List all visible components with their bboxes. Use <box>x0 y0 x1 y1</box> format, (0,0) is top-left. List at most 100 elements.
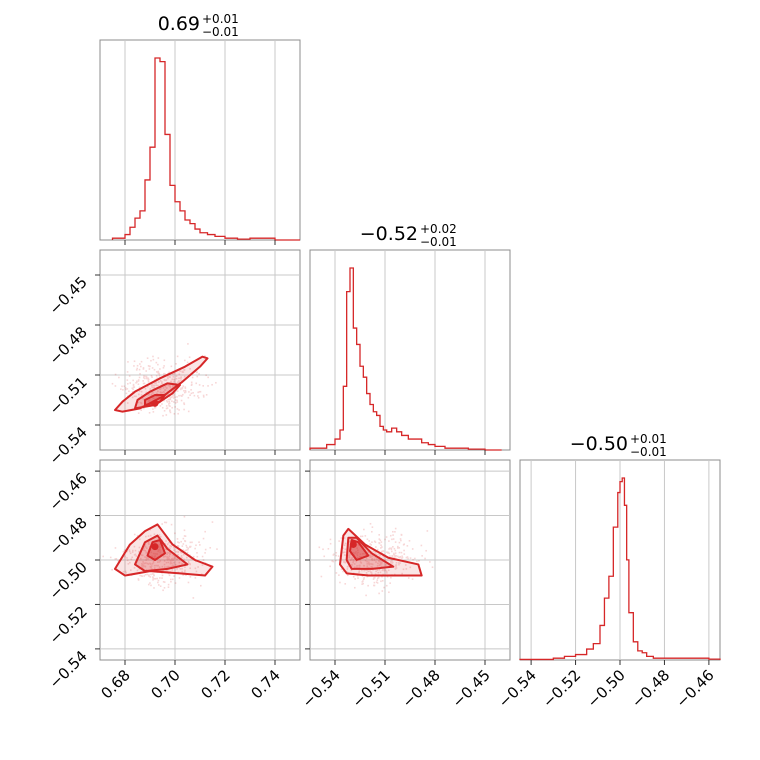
sample-point <box>199 584 202 587</box>
sample-point <box>167 558 170 561</box>
sample-point <box>393 554 396 557</box>
sample-point <box>135 555 138 557</box>
sample-point <box>161 523 163 525</box>
sample-point <box>147 380 150 383</box>
sample-point <box>169 386 171 388</box>
sample-point <box>346 565 349 568</box>
sample-point <box>403 549 405 552</box>
sample-point <box>187 548 189 551</box>
sample-point <box>373 540 376 543</box>
sample-point <box>173 394 175 397</box>
sample-point <box>181 557 183 559</box>
sample-point <box>179 370 181 372</box>
sample-point <box>172 384 174 387</box>
sample-point <box>335 559 337 562</box>
sample-point <box>151 384 153 387</box>
sample-point <box>168 384 170 387</box>
sample-point <box>126 559 129 562</box>
sample-point <box>403 543 406 546</box>
title-param-2-minus: −0.01 <box>630 445 667 459</box>
sample-point <box>149 576 152 578</box>
sample-point <box>397 562 400 564</box>
sample-point <box>155 371 158 373</box>
sample-point <box>390 576 392 579</box>
sample-point <box>335 554 337 557</box>
sample-point <box>331 560 334 562</box>
sample-point <box>389 534 392 537</box>
sample-point <box>183 402 185 404</box>
sample-point <box>400 533 403 536</box>
sample-point <box>358 566 361 569</box>
sample-point <box>165 540 167 542</box>
sample-point <box>159 546 162 548</box>
sample-point <box>178 394 180 397</box>
sample-point <box>322 548 324 551</box>
sample-point <box>369 554 371 556</box>
sample-point <box>368 561 370 563</box>
sample-point <box>207 376 209 379</box>
sample-point <box>157 381 160 383</box>
sample-point <box>177 550 179 553</box>
sample-point <box>152 576 154 578</box>
sample-point <box>151 563 154 565</box>
sample-point <box>157 548 160 551</box>
sample-point <box>148 412 151 414</box>
sample-point <box>180 394 182 397</box>
sample-point <box>151 396 154 399</box>
contour-line-1 <box>134 534 189 573</box>
sample-point <box>411 548 414 550</box>
sample-point <box>183 535 186 537</box>
sample-point <box>154 382 156 385</box>
sample-point <box>156 377 158 380</box>
sample-point <box>161 574 164 577</box>
sample-point <box>155 564 157 567</box>
sample-point <box>373 576 376 579</box>
sample-point <box>153 533 156 536</box>
sample-point <box>127 563 130 565</box>
sample-point <box>374 541 377 544</box>
sample-point <box>168 400 170 403</box>
sample-point <box>174 402 177 404</box>
sample-point <box>157 357 160 359</box>
sample-point <box>138 386 141 389</box>
sample-point <box>398 541 401 544</box>
sample-point <box>348 556 351 558</box>
sample-point <box>335 572 338 574</box>
sample-point <box>139 574 141 577</box>
sample-point <box>132 549 134 552</box>
sample-point <box>385 570 388 573</box>
sample-point <box>183 369 185 371</box>
sample-point <box>394 567 397 570</box>
sample-point <box>184 540 187 543</box>
title-param-1-plus: +0.02 <box>420 222 457 236</box>
sample-point <box>163 372 165 375</box>
sample-point <box>421 555 423 557</box>
sample-point <box>149 388 152 390</box>
sample-point <box>170 580 172 583</box>
sample-point <box>163 392 166 394</box>
sample-point <box>351 557 353 559</box>
sample-point <box>157 363 159 366</box>
sample-point <box>164 379 166 382</box>
sample-point <box>405 556 408 559</box>
sample-point <box>159 549 161 551</box>
sample-point <box>414 557 416 560</box>
sample-point <box>136 380 138 383</box>
panel-joint-0-1 <box>99 249 301 451</box>
sample-point <box>147 542 150 545</box>
title-param-0: 0.69 <box>158 13 200 35</box>
sample-point <box>155 381 157 384</box>
sample-point <box>371 563 374 566</box>
sample-point <box>176 408 179 410</box>
sample-point <box>189 541 192 544</box>
sample-point <box>147 365 150 367</box>
sample-point <box>350 553 352 556</box>
sample-point <box>166 556 169 559</box>
sample-point <box>352 561 354 564</box>
sample-point <box>378 564 381 567</box>
sample-point <box>153 555 156 558</box>
sample-point <box>126 371 129 373</box>
sample-point <box>170 578 172 581</box>
sample-point <box>174 564 177 566</box>
sample-point <box>144 387 147 390</box>
